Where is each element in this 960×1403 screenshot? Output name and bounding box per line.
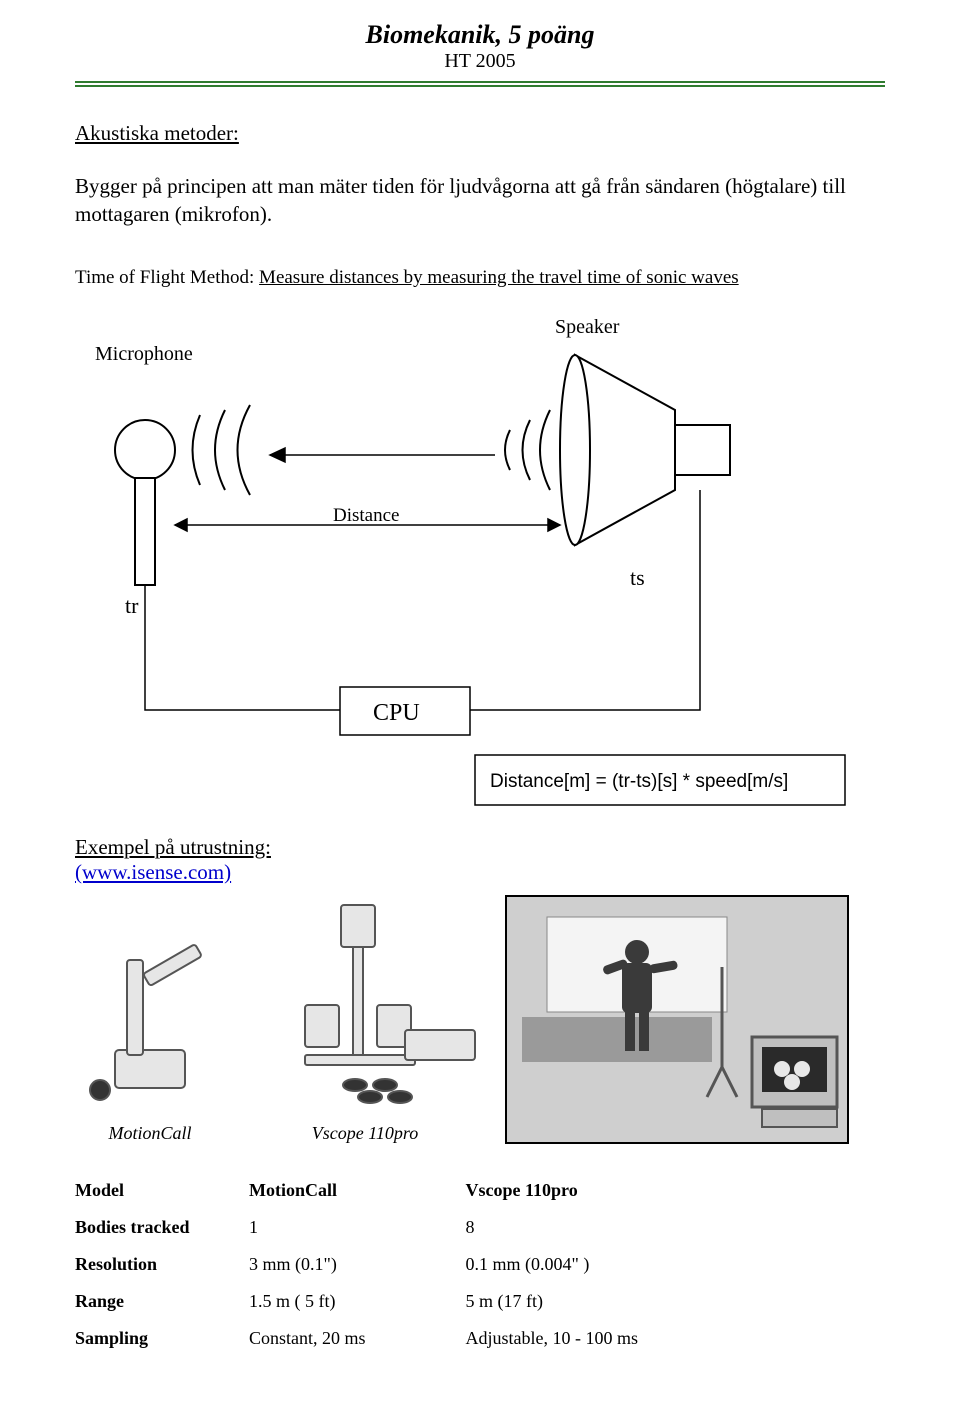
vscope-label: Vscope 110pro: [245, 1123, 485, 1144]
distance-label: Distance: [333, 505, 399, 526]
cell: 5 m (17 ft): [466, 1283, 775, 1320]
ts-label: ts: [630, 565, 645, 590]
cpu-label: CPU: [373, 700, 420, 726]
speaker-label: Speaker: [555, 316, 620, 338]
section-heading-text: Akustiska metoder:: [75, 121, 239, 145]
col-motioncall: MotionCall: [249, 1172, 466, 1209]
row-label: Bodies tracked: [75, 1209, 249, 1246]
col-vscope: Vscope 110pro: [466, 1172, 775, 1209]
cell: Adjustable, 10 - 100 ms: [466, 1320, 775, 1357]
motioncall-icon: [75, 940, 225, 1110]
time-of-flight-diagram: Microphone Speaker: [75, 295, 855, 815]
speaker-waves-icon: [505, 410, 550, 490]
table-row: Sampling Constant, 20 ms Adjustable, 10 …: [75, 1320, 775, 1357]
header-rule-top: [75, 81, 885, 83]
section-heading: Akustiska metoder:: [75, 121, 885, 146]
example-heading: Exempel på utrustning: (www.isense.com): [75, 835, 885, 885]
microphone-icon: [115, 420, 175, 585]
row-label: Range: [75, 1283, 249, 1320]
row-label: Resolution: [75, 1246, 249, 1283]
col-model: Model: [75, 1172, 249, 1209]
spec-table: Model MotionCall Vscope 110pro Bodies tr…: [75, 1172, 775, 1357]
cell: 1.5 m ( 5 ft): [249, 1283, 466, 1320]
cell: Constant, 20 ms: [249, 1320, 466, 1357]
table-header-row: Model MotionCall Vscope 110pro: [75, 1172, 775, 1209]
section-body: Bygger på principen att man mäter tiden …: [75, 172, 885, 229]
header-title: Biomekanik, 5 poäng: [75, 20, 885, 50]
microphone-label: Microphone: [95, 343, 193, 365]
cell: 3 mm (0.1"): [249, 1246, 466, 1283]
header-rule-bottom: [75, 85, 885, 87]
example-link[interactable]: (www.isense.com): [75, 860, 231, 884]
motioncall-label: MotionCall: [75, 1123, 225, 1144]
table-row: Resolution 3 mm (0.1") 0.1 mm (0.004" ): [75, 1246, 775, 1283]
header-subtitle: HT 2005: [75, 50, 885, 73]
figure-caption-prefix: Time of Flight Method:: [75, 267, 259, 288]
equipment-motioncall: MotionCall: [75, 940, 225, 1144]
table-row: Bodies tracked 1 8: [75, 1209, 775, 1246]
vscope-icon: [245, 895, 485, 1110]
cell: 0.1 mm (0.004" ): [466, 1246, 775, 1283]
speaker-icon: [560, 355, 730, 545]
tr-label: tr: [125, 593, 139, 618]
equipment-strip: MotionCall: [75, 895, 885, 1144]
formula-text: Distance[m] = (tr-ts)[s] * speed[m/s]: [490, 771, 788, 792]
row-label: Sampling: [75, 1320, 249, 1357]
figure-caption-rest: Measure distances by measuring the trave…: [259, 267, 739, 288]
table-row: Range 1.5 m ( 5 ft) 5 m (17 ft): [75, 1283, 775, 1320]
equipment-vscope: Vscope 110pro: [245, 895, 485, 1144]
cell: 1: [249, 1209, 466, 1246]
lab-photo: [505, 895, 849, 1144]
cell: 8: [466, 1209, 775, 1246]
mic-waves-icon: [193, 405, 251, 495]
example-heading-text: Exempel på utrustning:: [75, 835, 271, 859]
page-header: Biomekanik, 5 poäng HT 2005: [75, 20, 885, 73]
time-of-flight-figure: Time of Flight Method: Measure distances…: [75, 267, 885, 815]
direction-arrow: [270, 448, 495, 462]
figure-caption: Time of Flight Method: Measure distances…: [75, 267, 885, 289]
